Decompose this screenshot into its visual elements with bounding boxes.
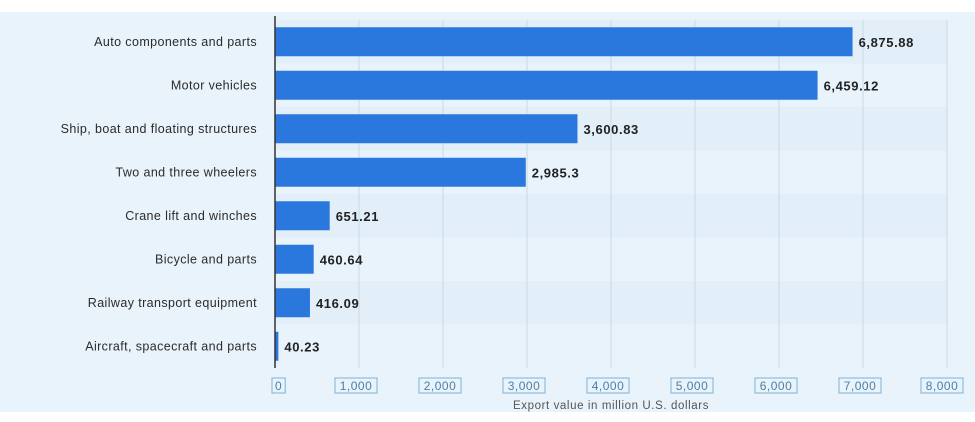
tick-box	[502, 377, 546, 394]
tick-box	[920, 377, 964, 394]
chart-container: Auto components and parts 6,875.88 Motor v…	[0, 12, 975, 412]
category-label: Two and three wheelers	[115, 165, 257, 179]
x-tick-label: 6,000	[760, 379, 793, 393]
tick-box	[670, 377, 714, 394]
x-tick-label: 8,000	[926, 379, 959, 393]
data-label: 416.09	[316, 296, 359, 311]
x-tick-label: 2,000	[424, 379, 457, 393]
category-label: Crane lift and winches	[125, 209, 257, 223]
data-label: 651.21	[336, 209, 379, 224]
bar[interactable]	[275, 288, 310, 318]
tick-box	[334, 377, 378, 394]
bar[interactable]	[275, 157, 526, 187]
x-tick-label: 5,000	[676, 379, 709, 393]
tick-box	[754, 377, 798, 394]
x-axis-title: Export value in million U.S. dollars	[513, 400, 709, 412]
x-tick-label: 1,000	[340, 379, 373, 393]
data-label: 40.23	[284, 339, 320, 354]
tick-box	[418, 377, 462, 394]
category-label: Aircraft, spacecraft and parts	[85, 339, 257, 353]
bar-chart: Auto components and parts 6,875.88 Motor v…	[61, 16, 964, 412]
data-label: 6,875.88	[859, 35, 914, 50]
category-label: Railway transport equipment	[88, 296, 257, 310]
tick-box	[838, 377, 882, 394]
category-label: Ship, boat and floating structures	[61, 122, 257, 136]
data-label: 460.64	[320, 252, 364, 267]
x-tick-label: 7,000	[844, 379, 877, 393]
data-label: 6,459.12	[824, 78, 879, 93]
data-label: 3,600.83	[583, 122, 638, 137]
bar[interactable]	[275, 27, 853, 57]
category-label: Auto components and parts	[94, 35, 257, 49]
x-tick-label: 4,000	[592, 379, 625, 393]
category-label: Motor vehicles	[171, 78, 257, 92]
bar[interactable]	[275, 244, 314, 274]
bar[interactable]	[275, 201, 330, 231]
x-tick-label: 0	[275, 379, 282, 393]
tick-box	[586, 377, 630, 394]
tick-box	[271, 377, 286, 394]
bar[interactable]	[275, 70, 818, 100]
data-label: 2,985.3	[532, 165, 580, 180]
x-tick-label: 3,000	[508, 379, 541, 393]
category-label: Bicycle and parts	[155, 252, 257, 266]
bar[interactable]	[275, 331, 279, 361]
bar[interactable]	[275, 114, 578, 144]
